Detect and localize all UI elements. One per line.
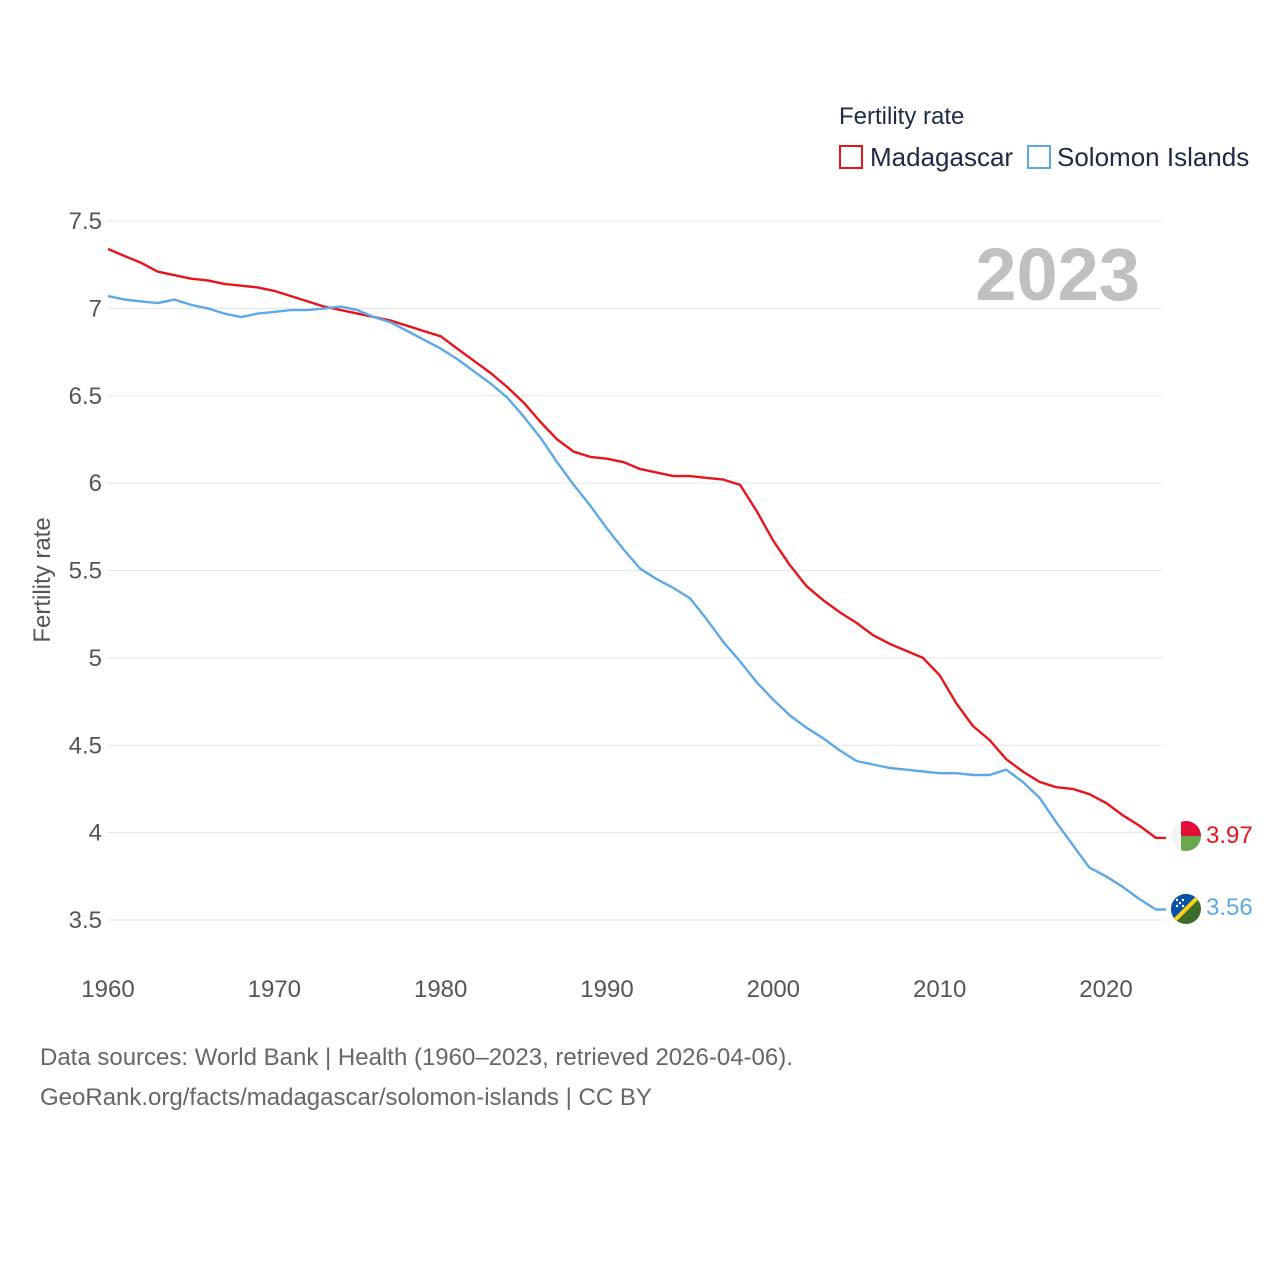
year-watermark: 2023	[975, 233, 1140, 316]
x-tick-label: 1970	[248, 976, 301, 1003]
madagascar-flag-icon	[1171, 821, 1201, 851]
legend-swatch-solomon-islands	[1027, 145, 1051, 169]
legend-title: Fertility rate	[839, 103, 964, 130]
legend-label-madagascar: Madagascar	[870, 142, 1013, 172]
x-tick-label: 1980	[414, 976, 467, 1003]
x-tick-label: 2020	[1079, 976, 1132, 1003]
end-value-madagascar: 3.97	[1206, 822, 1253, 849]
solomon-islands-flag-icon	[1171, 894, 1201, 924]
x-tick-label: 1960	[81, 976, 134, 1003]
legend-item-madagascar[interactable]: Madagascar	[839, 142, 1013, 172]
y-tick-label: 4.5	[69, 732, 102, 759]
end-value-solomon-islands: 3.56	[1206, 894, 1253, 921]
x-tick-label: 1990	[580, 976, 633, 1003]
x-tick-label: 2010	[913, 976, 966, 1003]
y-axis-title: Fertility rate	[29, 517, 56, 642]
y-tick-label: 6.5	[69, 383, 102, 410]
legend-swatch-madagascar	[839, 145, 863, 169]
y-tick-label: 7	[89, 295, 102, 322]
series-line-solomon-islands[interactable]	[107, 294, 1166, 911]
legend-label-solomon-islands: Solomon Islands	[1057, 142, 1249, 172]
y-tick-label: 3.5	[69, 907, 102, 934]
y-axis-ticks: 7.5 7 6.5 6 5.5 5 4.5 4 3.5	[69, 208, 102, 934]
legend: Fertility rate Madagascar Solomon Island…	[839, 103, 1249, 172]
grid-lines	[108, 220, 1162, 921]
y-tick-label: 5.5	[69, 558, 102, 585]
source-link[interactable]: GeoRank.org/facts/madagascar/solomon-isl…	[40, 1084, 652, 1111]
y-tick-label: 7.5	[69, 208, 102, 235]
y-tick-label: 5	[89, 645, 102, 672]
y-tick-label: 4	[89, 820, 102, 847]
data-source-note: Data sources: World Bank | Health (1960–…	[40, 1044, 793, 1071]
series-lines	[107, 247, 1166, 911]
x-axis-ticks: 1960 1970 1980 1990 2000 2010 2020	[81, 976, 1132, 1003]
y-tick-label: 6	[89, 470, 102, 497]
legend-item-solomon-islands[interactable]: Solomon Islands	[1027, 142, 1249, 172]
x-tick-label: 2000	[747, 976, 800, 1003]
series-line-madagascar[interactable]	[107, 247, 1166, 840]
